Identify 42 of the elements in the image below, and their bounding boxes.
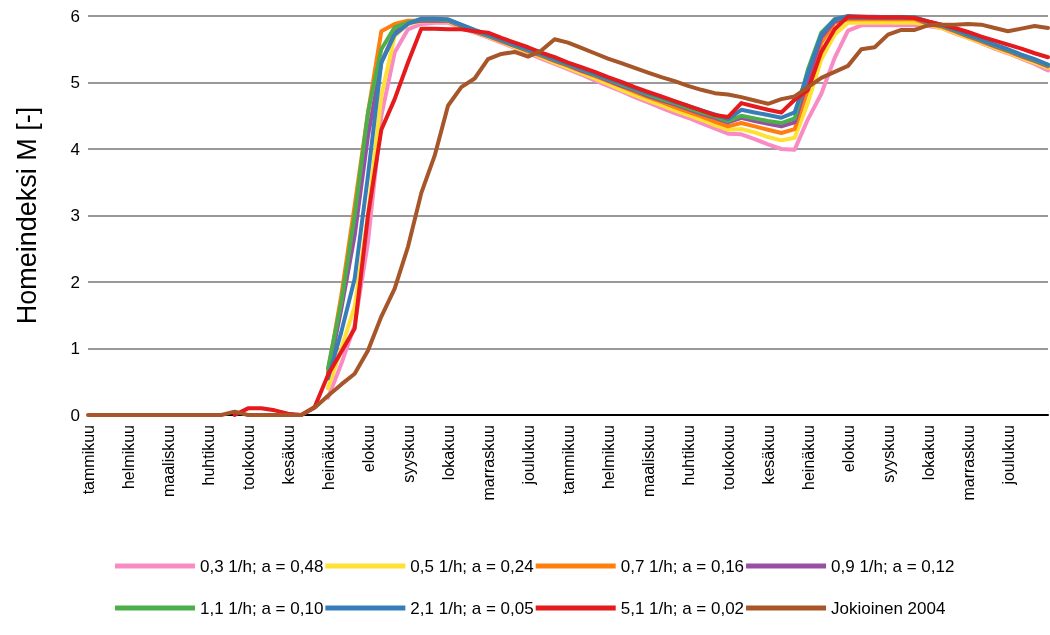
x-tick-label: heinäkuu [319, 425, 337, 490]
x-tick-label: syyskuu [399, 425, 417, 483]
x-tick-label: tammikuu [559, 425, 577, 495]
legend-label: 5,1 1/h; a = 0,02 [620, 598, 745, 618]
x-tick-label: heinäkuu [799, 425, 817, 490]
legend-label: 2,1 1/h; a = 0,05 [410, 598, 534, 618]
x-tick-label: lokakuu [439, 425, 457, 481]
y-tick-label: 2 [70, 272, 80, 292]
x-tick-label: huhtikuu [679, 425, 697, 486]
y-tick-label: 5 [70, 73, 80, 92]
x-tick-label: kesäkuu [279, 425, 297, 485]
x-tick-label: helmikuu [599, 425, 617, 490]
y-tick-label: 3 [70, 206, 80, 225]
legend-label: 0,5 1/h; a = 0,24 [410, 556, 534, 576]
y-tick-label: 6 [70, 6, 80, 26]
x-tick-label: lokakuu [919, 425, 937, 481]
x-tick-label: elokuu [359, 425, 377, 473]
x-tick-label: helmikuu [119, 425, 137, 490]
x-tick-label: syyskuu [879, 425, 897, 483]
y-axis-title: Homeindeksi M [-] [11, 106, 42, 325]
x-tick-label: joulukuu [999, 425, 1017, 486]
x-tick-label: toukokuu [719, 425, 737, 490]
y-tick-label: 4 [70, 139, 80, 159]
line-series [86, 21, 1050, 417]
x-tick-label: huhtikuu [199, 425, 217, 486]
y-tick-label: 1 [70, 339, 80, 358]
x-tick-label: maaliskuu [639, 425, 657, 498]
x-tick-label: maaliskuu [159, 425, 177, 498]
legend-label: Jokioinen 2004 [831, 598, 946, 618]
x-tick-label: elokuu [839, 425, 857, 473]
legend-label: 0,3 1/h; a = 0,48 [200, 556, 324, 576]
legend-label: 1,1 1/h; a = 0,10 [200, 598, 324, 618]
x-tick-label: toukokuu [239, 425, 257, 490]
legend-label: 0,9 1/h; a = 0,12 [831, 556, 955, 576]
x-tick-label: kesäkuu [759, 425, 777, 485]
x-tick-label: marraskuu [479, 425, 497, 501]
y-tick-label: 0 [70, 405, 80, 425]
x-tick-label: joulukuu [519, 425, 537, 486]
line-series [232, 14, 1050, 417]
x-tick-label: marraskuu [959, 425, 977, 501]
legend-label: 0,7 1/h; a = 0,16 [620, 556, 745, 576]
x-tick-label: tammikuu [79, 425, 97, 495]
